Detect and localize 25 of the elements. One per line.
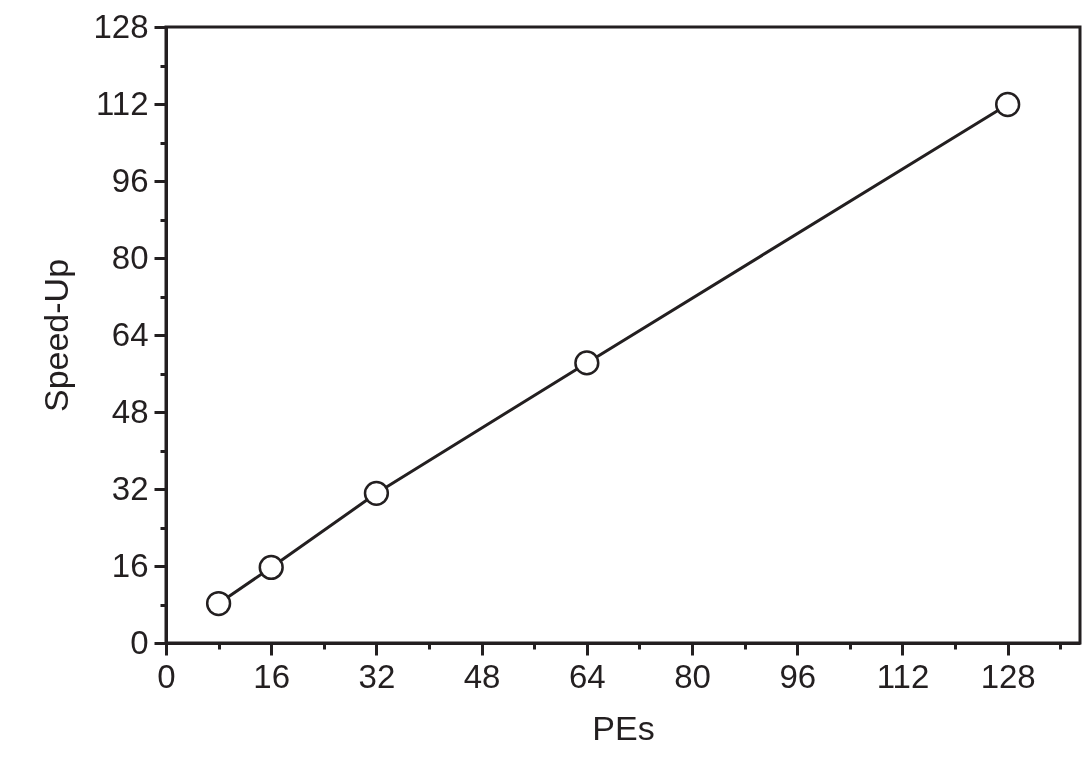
point <box>258 554 284 581</box>
point <box>574 350 600 376</box>
point <box>995 91 1021 118</box>
y-tick-label: 0 <box>130 623 149 661</box>
x-axis-title: PEs <box>592 708 655 747</box>
x-tick-label: 32 <box>358 657 396 695</box>
y-tick-label: 48 <box>111 392 149 430</box>
x-tick-label: 16 <box>253 657 291 695</box>
y-tick-label: 80 <box>111 238 149 276</box>
point <box>205 590 232 617</box>
x-tick-label: 80 <box>674 657 711 695</box>
x-tick-label: 64 <box>568 657 606 695</box>
y-tick-label: 112 <box>95 84 149 122</box>
x-tick-label: 128 <box>980 657 1036 695</box>
y-tick-label: 96 <box>111 161 149 199</box>
x-tick-label: 112 <box>876 657 930 695</box>
y-tick-label: 64 <box>111 315 149 353</box>
y-axis-title: Speed-Up <box>37 258 76 413</box>
y-tick-label: 32 <box>111 469 149 507</box>
x-tick-label: 0 <box>157 657 176 695</box>
point <box>363 480 390 506</box>
x-tick-label: 48 <box>463 657 501 695</box>
x-tick-label: 96 <box>779 657 817 695</box>
y-tick-label: 16 <box>111 546 149 584</box>
y-tick-label: 128 <box>93 7 149 45</box>
